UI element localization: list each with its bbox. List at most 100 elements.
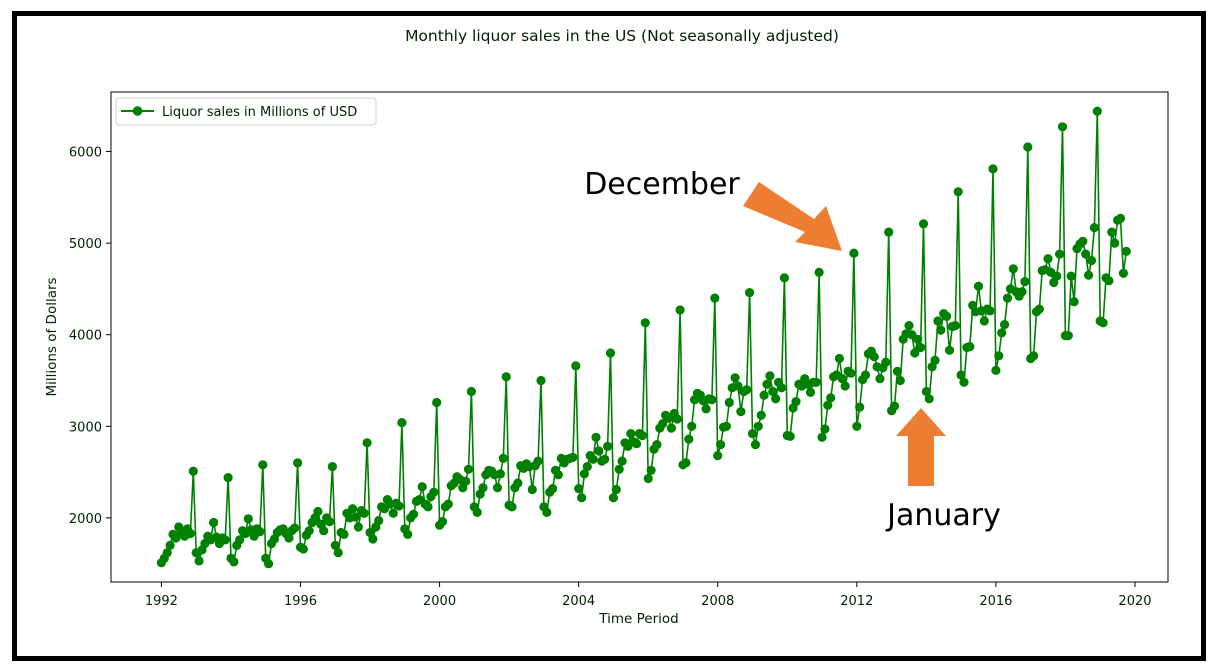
data-point bbox=[408, 509, 419, 519]
data-point bbox=[823, 400, 833, 410]
data-point bbox=[626, 429, 636, 439]
data-point bbox=[501, 372, 511, 382]
legend: Liquor sales in Millions of USD bbox=[115, 97, 377, 126]
data-point bbox=[1107, 227, 1117, 237]
data-point bbox=[368, 534, 378, 544]
data-point bbox=[1121, 246, 1131, 256]
data-point bbox=[527, 484, 537, 495]
data-point bbox=[1115, 213, 1126, 223]
data-point bbox=[1092, 106, 1102, 116]
x-tick-label: 2000 bbox=[423, 594, 456, 609]
january-annotation-label: January bbox=[885, 498, 1001, 533]
data-point bbox=[666, 423, 677, 433]
chart-title: Monthly liquor sales in the US (Not seas… bbox=[405, 27, 839, 45]
data-point bbox=[768, 386, 778, 397]
data-point bbox=[849, 248, 859, 258]
y-tick-label: 4000 bbox=[69, 329, 102, 344]
data-point bbox=[1118, 268, 1128, 278]
data-point bbox=[617, 456, 627, 466]
data-point bbox=[716, 440, 726, 450]
data-point bbox=[652, 440, 662, 450]
data-point bbox=[852, 421, 862, 431]
data-point bbox=[916, 342, 926, 353]
data-point bbox=[733, 381, 743, 391]
data-point bbox=[1098, 318, 1108, 328]
data-point bbox=[304, 526, 314, 536]
data-point bbox=[417, 482, 427, 492]
data-point bbox=[950, 321, 960, 331]
data-point bbox=[614, 464, 624, 474]
data-point bbox=[979, 316, 989, 326]
data-point bbox=[1034, 304, 1044, 314]
data-point bbox=[1086, 255, 1097, 266]
data-point bbox=[594, 446, 604, 456]
y-tick-label: 6000 bbox=[69, 146, 102, 161]
data-point bbox=[432, 397, 442, 408]
data-point bbox=[632, 439, 642, 449]
data-point bbox=[892, 366, 903, 376]
data-point bbox=[209, 517, 219, 528]
data-point bbox=[293, 458, 303, 468]
x-tick-label: 2008 bbox=[701, 594, 734, 609]
data-point bbox=[492, 483, 503, 493]
data-point bbox=[724, 397, 734, 408]
data-point bbox=[235, 535, 245, 545]
data-point bbox=[577, 493, 587, 503]
data-point bbox=[771, 394, 781, 404]
data-point bbox=[924, 394, 934, 404]
legend-marker-swatch bbox=[132, 106, 143, 116]
data-point bbox=[930, 355, 940, 365]
data-point bbox=[324, 517, 335, 527]
y-axis-label: Millions of Dollars bbox=[44, 277, 60, 396]
data-point bbox=[463, 464, 474, 474]
data-point bbox=[388, 508, 398, 518]
data-point bbox=[826, 393, 836, 403]
data-point bbox=[637, 430, 648, 441]
data-point bbox=[605, 348, 616, 358]
data-point bbox=[762, 379, 772, 389]
data-point bbox=[730, 373, 740, 383]
data-point bbox=[1089, 223, 1099, 233]
data-point bbox=[640, 318, 650, 328]
data-point bbox=[944, 345, 955, 355]
data-point bbox=[805, 387, 816, 397]
data-point bbox=[423, 502, 433, 512]
data-point bbox=[750, 440, 761, 450]
data-point bbox=[881, 357, 891, 367]
data-point bbox=[721, 421, 732, 431]
data-point bbox=[959, 377, 969, 387]
data-point bbox=[672, 414, 682, 424]
data-point bbox=[188, 466, 198, 476]
data-point bbox=[855, 402, 865, 412]
data-point bbox=[330, 540, 340, 551]
data-point bbox=[1029, 351, 1039, 361]
x-tick-label: 2020 bbox=[1118, 594, 1151, 609]
data-point bbox=[875, 374, 885, 384]
data-point bbox=[327, 462, 337, 472]
data-point bbox=[568, 452, 578, 462]
x-axis-label: Time Period bbox=[598, 611, 678, 627]
data-point bbox=[194, 556, 204, 566]
data-point bbox=[1002, 293, 1013, 303]
data-point bbox=[884, 227, 894, 237]
data-point bbox=[437, 517, 448, 527]
y-tick-label: 3000 bbox=[69, 420, 102, 435]
data-point bbox=[973, 281, 984, 291]
data-point bbox=[747, 429, 758, 439]
data-point bbox=[350, 512, 361, 522]
data-point bbox=[359, 508, 369, 518]
data-point bbox=[942, 311, 952, 321]
data-point bbox=[513, 478, 523, 488]
data-point bbox=[745, 288, 755, 298]
december-arrow-icon bbox=[743, 182, 842, 251]
data-point bbox=[397, 418, 407, 428]
data-point bbox=[997, 328, 1007, 338]
data-point bbox=[1078, 236, 1088, 246]
data-point bbox=[579, 469, 590, 479]
data-point bbox=[165, 540, 175, 551]
data-point bbox=[1069, 297, 1079, 307]
data-point bbox=[472, 507, 482, 517]
data-point bbox=[255, 527, 265, 537]
data-point bbox=[1110, 238, 1120, 248]
